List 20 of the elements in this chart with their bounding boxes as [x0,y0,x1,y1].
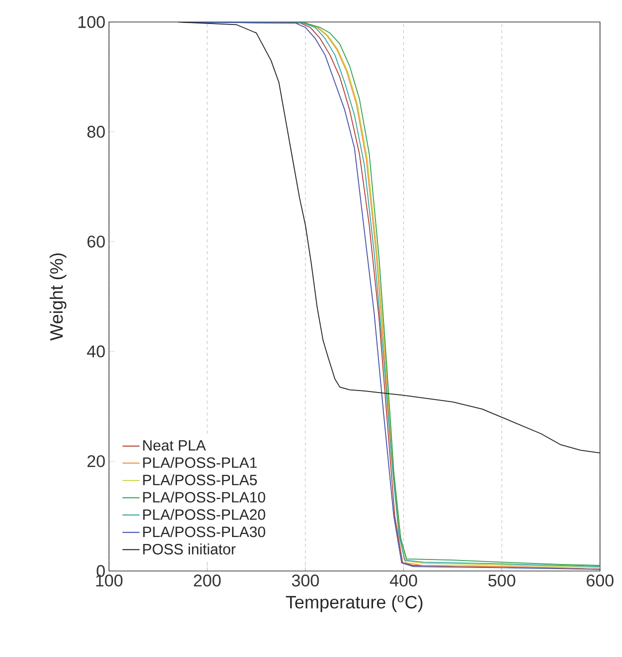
x-tick-label: 100 [96,574,122,587]
legend-label: PLA/POSS-PLA30 [143,526,266,538]
y-axis-title: Weight (%) [50,253,66,341]
legend-label: PLA/POSS-PLA10 [143,492,266,503]
x-tick-label: 200 [194,574,221,587]
x-axis-title: Temperature ($^{o}$C) [286,595,422,612]
legend-label: PLA/POSS-PLA5 [143,474,257,486]
y-tick-label: 40 [87,345,105,358]
x-tick-label: 300 [292,574,319,587]
y-tick-label: 80 [87,126,105,138]
x-tick-label: 400 [390,574,418,587]
legend-label: PLA/POSS-PLA1 [143,456,257,468]
legend-label: PLA/POSS-PLA20 [143,508,266,520]
x-tick-label: 600 [586,574,614,587]
y-tick-label: 100 [78,16,105,28]
y-tick-label: 60 [88,236,105,248]
x-tick-label: 500 [488,574,516,587]
legend-label: Neat PLA [143,440,206,451]
legend-label: POSS initiator [143,544,236,554]
y-tick-label: 20 [88,455,105,468]
